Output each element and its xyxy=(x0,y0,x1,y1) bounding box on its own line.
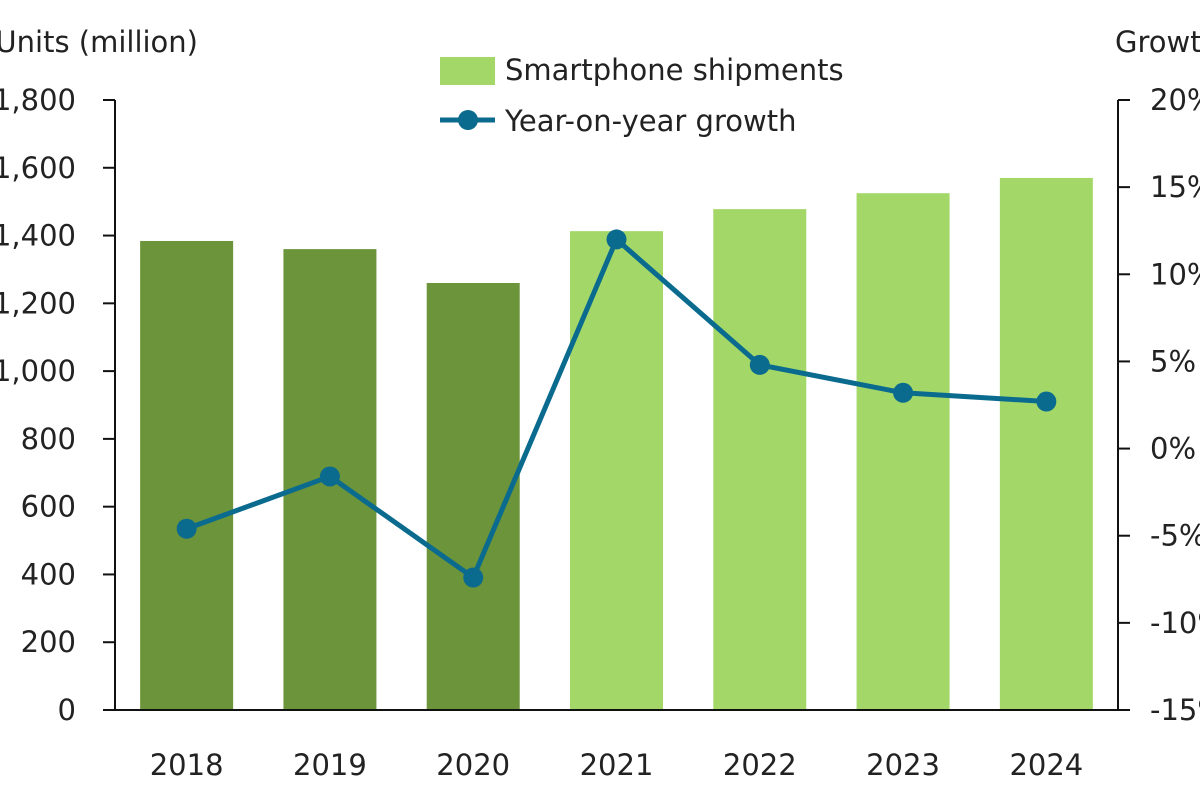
legend: Smartphone shipments Year-on-year growth xyxy=(440,53,844,138)
y-tick-label: 1,200 xyxy=(0,286,76,320)
growth-point-2022 xyxy=(749,354,770,375)
growth-point-2020 xyxy=(463,567,484,588)
bar-2021 xyxy=(570,231,663,710)
growth-point-2021 xyxy=(606,229,627,250)
x-tick-label: 2018 xyxy=(150,748,224,782)
y-tick-label: 400 xyxy=(21,557,76,591)
growth-point-2019 xyxy=(319,466,340,487)
growth-point-2024 xyxy=(1036,391,1057,412)
growth-point-2023 xyxy=(893,382,914,403)
x-tick-label: 2022 xyxy=(723,748,797,782)
x-tick-label: 2021 xyxy=(580,748,654,782)
y-tick-label: 1,400 xyxy=(0,219,76,253)
growth-point-2018 xyxy=(176,518,197,539)
legend-swatch-growth-marker xyxy=(458,110,478,130)
legend-label-shipments: Smartphone shipments xyxy=(505,53,844,87)
y-axis-title: Units (million) xyxy=(0,25,198,59)
y-tick-label: 600 xyxy=(21,490,76,524)
bar-2022 xyxy=(713,209,807,710)
y2-tick-label: -10% xyxy=(1150,606,1200,640)
y2-tick-label: 5% xyxy=(1150,344,1196,378)
bar-2018 xyxy=(140,240,234,710)
y2-axis-title: Growth xyxy=(1115,25,1200,59)
y2-tick-label: 0% xyxy=(1150,432,1196,466)
y2-tick-label: 10% xyxy=(1150,257,1200,291)
legend-swatch-shipments xyxy=(440,57,495,85)
y-tick-label: 800 xyxy=(21,422,76,456)
y-tick-label: 1,000 xyxy=(0,354,76,388)
y2-tick-label: -5% xyxy=(1150,519,1200,553)
x-tick-label: 2023 xyxy=(866,748,940,782)
y-tick-label: 1,600 xyxy=(0,151,76,185)
x-tick-label: 2020 xyxy=(436,748,510,782)
y2-tick-label: 20% xyxy=(1150,83,1200,117)
y-tick-label: 200 xyxy=(21,625,76,659)
bar-2024 xyxy=(999,177,1093,710)
y2-tick-label: 15% xyxy=(1150,170,1200,204)
y-tick-label: 0 xyxy=(58,693,76,727)
x-tick-label: 2019 xyxy=(293,748,367,782)
y-tick-label: 1,800 xyxy=(0,83,76,117)
x-tick-label: 2024 xyxy=(1009,748,1083,782)
bar-2020 xyxy=(426,283,520,710)
y2-tick-label: -15% xyxy=(1150,693,1200,727)
bar-2023 xyxy=(856,193,950,710)
legend-label-growth: Year-on-year growth xyxy=(504,104,796,138)
